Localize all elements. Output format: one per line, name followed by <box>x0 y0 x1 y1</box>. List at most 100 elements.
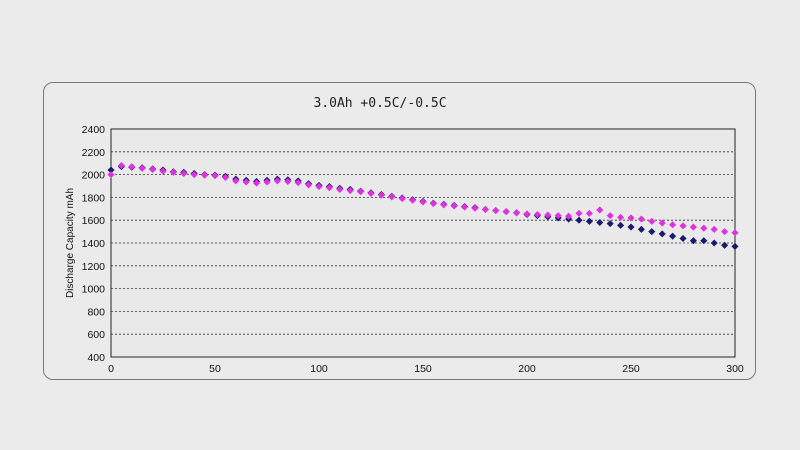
data-point-series-2 <box>565 212 573 220</box>
data-point-series-2 <box>211 172 219 180</box>
y-tick-label: 800 <box>87 306 105 318</box>
data-point-series-2 <box>294 179 302 187</box>
data-point-series-2 <box>617 213 625 221</box>
y-tick-label: 400 <box>87 352 105 364</box>
data-point-series-2 <box>689 223 697 231</box>
data-point-series-2 <box>253 179 261 187</box>
data-point-series-2 <box>658 219 666 227</box>
chart-title: 3.0Ah +0.5C/-0.5C <box>313 96 446 111</box>
data-point-series-1 <box>710 239 718 247</box>
data-point-series-2 <box>679 222 687 230</box>
chart-svg: 3.0Ah +0.5C/-0.5C 4006008001000120014001… <box>65 96 744 375</box>
data-point-series-1 <box>107 166 115 174</box>
x-tick-labels: 0 50 100 150 200 250 300 <box>108 363 744 375</box>
data-point-series-2 <box>221 173 229 181</box>
data-point-series-2 <box>575 209 583 217</box>
data-point-series-2 <box>263 178 271 186</box>
data-point-series-2 <box>377 191 385 199</box>
y-tick-label: 2400 <box>82 124 106 136</box>
data-points <box>107 161 739 250</box>
data-point-series-1 <box>637 225 645 233</box>
x-tick-label: 50 <box>209 363 221 375</box>
data-point-series-2 <box>232 177 240 185</box>
x-tick-label: 150 <box>414 363 432 375</box>
data-point-series-1 <box>721 241 729 249</box>
data-point-series-2 <box>201 171 209 179</box>
data-point-series-1 <box>648 228 656 236</box>
data-point-series-1 <box>731 242 739 250</box>
data-point-series-1 <box>689 237 697 245</box>
data-point-series-2 <box>357 188 365 196</box>
data-point-series-2 <box>138 164 146 172</box>
data-point-series-2 <box>481 205 489 213</box>
data-point-series-2 <box>450 202 458 210</box>
data-point-series-2 <box>419 198 427 206</box>
data-point-series-2 <box>627 214 635 222</box>
data-point-series-2 <box>388 193 396 201</box>
data-point-series-2 <box>606 212 614 220</box>
y-tick-label: 1000 <box>82 284 106 296</box>
y-tick-label: 1600 <box>82 215 106 227</box>
data-point-series-1 <box>669 232 677 240</box>
data-point-series-2 <box>117 161 125 170</box>
y-tick-label: 600 <box>87 329 105 341</box>
x-tick-label: 300 <box>726 363 744 375</box>
y-tick-label: 2200 <box>82 147 106 159</box>
data-point-series-2 <box>721 228 729 236</box>
data-point-series-2 <box>700 224 708 232</box>
data-point-series-2 <box>492 206 500 215</box>
data-point-series-1 <box>596 218 604 227</box>
data-point-series-2 <box>409 196 417 204</box>
data-point-series-2 <box>596 206 604 214</box>
data-point-series-2 <box>315 183 323 191</box>
data-point-series-2 <box>669 221 677 229</box>
data-point-series-2 <box>284 177 292 185</box>
data-point-series-2 <box>159 167 167 175</box>
data-point-series-1 <box>617 221 625 229</box>
data-point-series-2 <box>523 210 531 218</box>
y-tick-label: 1400 <box>82 238 106 250</box>
data-point-series-2 <box>149 165 157 174</box>
data-point-series-2 <box>398 195 406 203</box>
data-point-series-2 <box>502 208 510 216</box>
x-tick-label: 0 <box>108 363 114 375</box>
y-axis-label: Discharge Capacity mAh <box>65 188 76 298</box>
x-tick-label: 250 <box>622 363 640 375</box>
data-point-series-2 <box>461 203 469 211</box>
y-tick-labels: 400 600 800 1000 1200 1400 1600 1800 2000 2200 240… <box>82 124 106 364</box>
data-point-series-2 <box>554 212 562 220</box>
data-point-series-2 <box>637 215 645 223</box>
y-tick-label: 1800 <box>82 192 106 204</box>
data-point-series-2 <box>544 211 552 219</box>
data-point-series-1 <box>679 234 687 242</box>
y-tick-label: 1200 <box>82 261 106 273</box>
data-point-series-2 <box>440 201 448 209</box>
data-point-series-2 <box>429 200 437 208</box>
chart-frame: 3.0Ah +0.5C/-0.5C 400 600 800 1000 1200 1400 1… <box>43 82 756 380</box>
x-tick-label: 100 <box>310 363 328 375</box>
data-point-series-2 <box>346 187 354 195</box>
data-point-series-2 <box>336 185 344 193</box>
data-point-series-1 <box>606 220 614 228</box>
data-point-series-2 <box>180 169 188 177</box>
data-point-series-2 <box>710 225 718 233</box>
data-point-series-2 <box>367 189 375 197</box>
y-tick-label: 2000 <box>82 170 106 182</box>
data-point-series-2 <box>273 177 281 185</box>
data-point-series-2 <box>107 171 115 179</box>
data-point-series-2 <box>325 184 333 192</box>
data-point-series-2 <box>648 217 656 225</box>
data-point-series-2 <box>128 163 136 171</box>
data-point-series-1 <box>627 223 635 231</box>
x-tick-label: 200 <box>518 363 536 375</box>
data-point-series-1 <box>700 237 708 245</box>
data-point-series-2 <box>242 178 250 186</box>
data-point-series-1 <box>575 216 583 224</box>
data-point-series-2 <box>731 229 739 237</box>
data-point-series-2 <box>190 171 198 179</box>
data-point-series-1 <box>658 230 666 238</box>
data-point-series-2 <box>305 181 313 189</box>
data-point-series-2 <box>585 209 593 217</box>
data-point-series-2 <box>471 204 479 212</box>
data-point-series-1 <box>585 217 593 225</box>
